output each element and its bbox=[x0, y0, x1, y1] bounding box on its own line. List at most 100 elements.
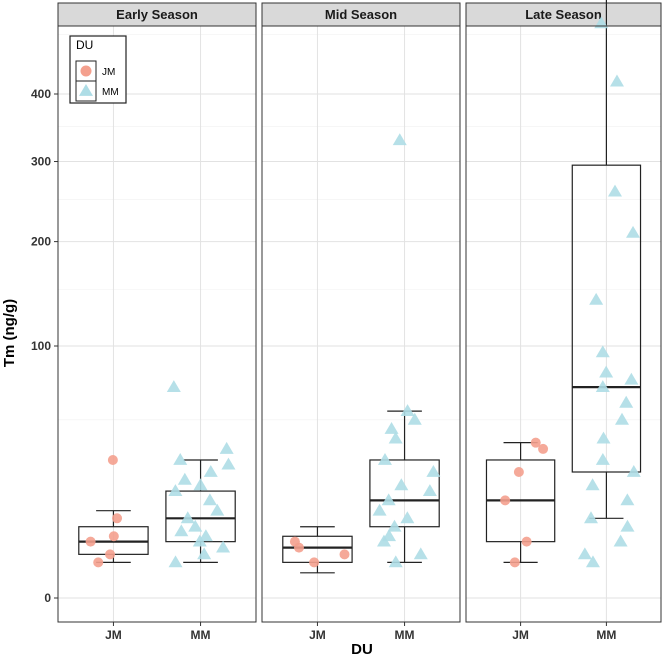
y-tick-label: 100 bbox=[31, 339, 51, 353]
data-point-mm bbox=[595, 452, 610, 465]
data-point-mm bbox=[620, 519, 635, 532]
panel-background bbox=[262, 26, 460, 622]
panel-mid-season: Mid Season JM MM bbox=[261, 2, 461, 642]
data-point-mm bbox=[382, 529, 397, 542]
data-point-mm bbox=[614, 412, 629, 425]
data-point-jm bbox=[309, 557, 320, 568]
data-point-jm bbox=[538, 443, 549, 454]
box-mm bbox=[165, 459, 236, 563]
data-point-mm bbox=[426, 465, 441, 477]
data-point-mm bbox=[381, 493, 396, 506]
y-tick-label: 0 bbox=[44, 591, 51, 605]
x-tick-label: JM bbox=[512, 628, 529, 642]
box-body bbox=[571, 164, 642, 473]
data-point-mm bbox=[192, 534, 207, 547]
data-point-mm bbox=[168, 555, 183, 568]
data-point-mm bbox=[596, 431, 611, 444]
panel-background bbox=[58, 26, 256, 622]
legend: DU JM MM bbox=[69, 35, 127, 104]
data-point-mm bbox=[173, 452, 188, 465]
data-point-mm bbox=[203, 465, 218, 477]
data-point-mm bbox=[595, 380, 610, 393]
data-point-mm bbox=[166, 380, 181, 393]
legend-symbol-jm bbox=[80, 65, 92, 77]
x-tick-label: JM bbox=[309, 628, 326, 642]
data-point-jm bbox=[530, 437, 541, 448]
data-point-jm bbox=[513, 467, 524, 477]
data-point-jm bbox=[107, 454, 118, 465]
data-point-mm bbox=[221, 457, 236, 470]
data-point-mm bbox=[210, 503, 225, 516]
facet-label: Early Season bbox=[116, 7, 198, 22]
panel-early-season: Early Season JM MM bbox=[57, 2, 257, 642]
legend-symbol-mm bbox=[79, 84, 93, 96]
data-point-mm bbox=[583, 511, 598, 524]
data-point-mm bbox=[585, 478, 600, 491]
data-point-mm bbox=[400, 404, 415, 417]
data-point-mm bbox=[394, 478, 409, 491]
data-point-mm bbox=[377, 452, 392, 465]
legend-label: JM bbox=[102, 67, 115, 78]
panel-border bbox=[261, 25, 461, 623]
box-mm bbox=[369, 410, 440, 563]
box-mm bbox=[571, 0, 642, 519]
data-point-jm bbox=[93, 557, 104, 568]
x-tick-label: JM bbox=[105, 628, 122, 642]
panel-late-season: Late Season JM MM bbox=[465, 0, 662, 642]
x-tick-label: MM bbox=[395, 628, 415, 642]
data-point-mm bbox=[174, 524, 189, 537]
data-point-mm bbox=[599, 365, 614, 378]
data-point-mm bbox=[387, 519, 402, 532]
data-point-mm bbox=[619, 395, 634, 408]
data-point-mm bbox=[392, 133, 407, 146]
x-axis-title: DU bbox=[351, 641, 373, 658]
y-axis-title: Tm (ng/g) bbox=[1, 299, 18, 367]
data-point-jm bbox=[500, 495, 511, 506]
data-point-jm bbox=[105, 549, 116, 560]
data-point-mm bbox=[577, 547, 592, 560]
data-point-mm bbox=[613, 534, 628, 547]
legend-title: DU bbox=[76, 38, 93, 52]
data-point-mm bbox=[372, 503, 387, 516]
legend-label: MM bbox=[102, 87, 119, 98]
data-point-mm bbox=[388, 555, 403, 568]
data-point-mm bbox=[626, 225, 641, 238]
data-point-mm bbox=[384, 421, 399, 434]
box-body bbox=[369, 459, 440, 528]
data-point-jm bbox=[521, 536, 532, 547]
data-point-jm bbox=[85, 536, 96, 547]
data-point-mm bbox=[177, 472, 192, 485]
data-point-mm bbox=[422, 484, 437, 496]
data-point-mm bbox=[180, 511, 195, 524]
data-point-mm bbox=[197, 547, 212, 560]
data-point-jm bbox=[339, 549, 350, 560]
data-point-mm bbox=[589, 292, 604, 305]
data-point-mm bbox=[413, 547, 428, 560]
data-point-mm bbox=[626, 465, 641, 477]
y-axis: 0100200300400600800100015002000 bbox=[31, 87, 58, 605]
data-point-mm bbox=[609, 74, 624, 87]
data-point-mm bbox=[198, 529, 213, 542]
x-tick-label: MM bbox=[596, 628, 616, 642]
data-point-mm bbox=[188, 519, 203, 532]
data-point-mm bbox=[193, 478, 208, 491]
panel-border bbox=[465, 25, 662, 623]
y-tick-label: 200 bbox=[31, 235, 51, 249]
data-point-mm bbox=[400, 511, 415, 524]
data-point-mm bbox=[620, 493, 635, 506]
y-tick-label: 300 bbox=[31, 155, 51, 169]
data-point-jm bbox=[108, 531, 119, 542]
y-tick-label: 400 bbox=[31, 87, 51, 101]
data-point-mm bbox=[585, 555, 600, 568]
data-point-mm bbox=[202, 493, 217, 506]
data-point-mm bbox=[216, 540, 231, 553]
data-point-jm bbox=[509, 557, 520, 568]
data-point-mm bbox=[594, 16, 609, 29]
data-point-jm bbox=[293, 542, 304, 553]
panel-border bbox=[57, 25, 257, 623]
data-point-mm bbox=[595, 345, 610, 358]
data-point-mm bbox=[219, 441, 234, 454]
data-point-mm bbox=[407, 412, 422, 425]
